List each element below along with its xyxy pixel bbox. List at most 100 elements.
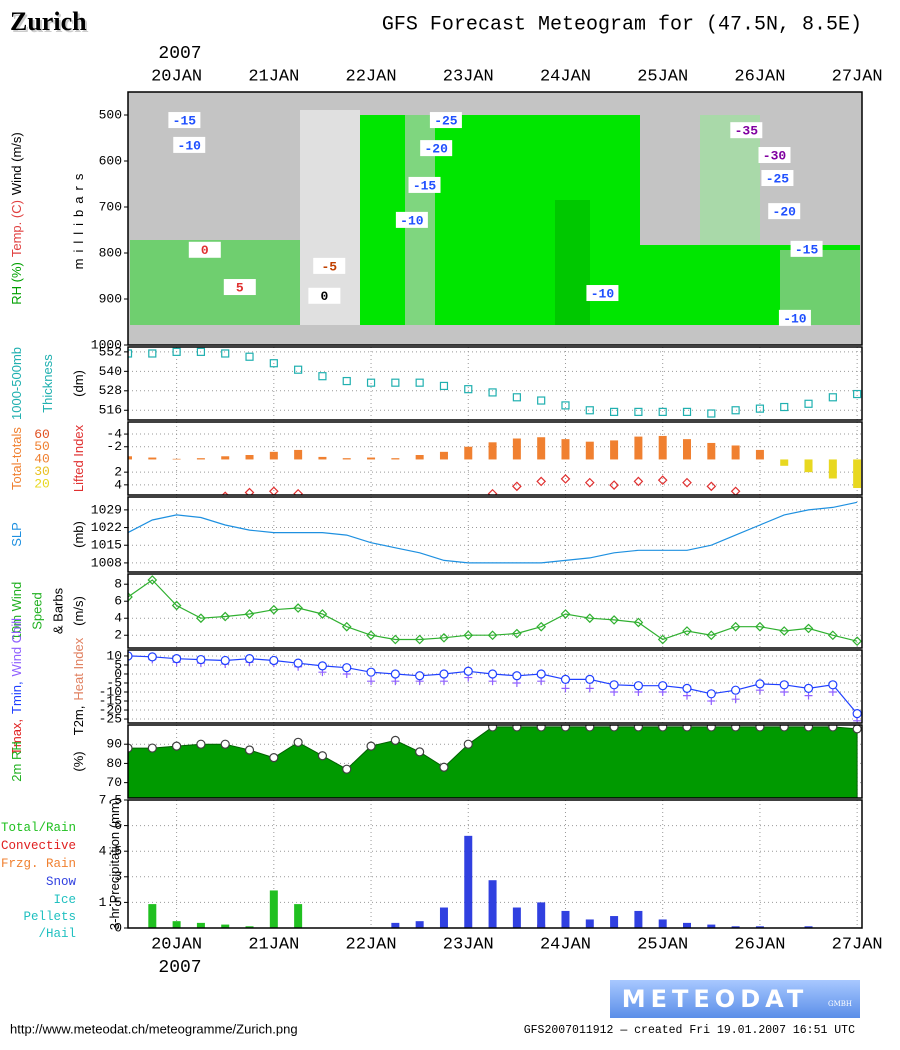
marker [780, 501, 788, 509]
panel-frame [127, 91, 863, 346]
y-tick-label: 3 [114, 869, 122, 884]
bar [196, 922, 205, 928]
plot-area [128, 575, 862, 647]
axis-label-part: 1000-500mb [9, 347, 24, 420]
marker [172, 654, 182, 664]
axis-label: (dm) [71, 370, 86, 397]
marker [731, 695, 740, 704]
marker [487, 630, 498, 641]
y-tick-label: -10 [99, 684, 122, 699]
axis-label: 2m RH [9, 741, 24, 781]
plot-area [128, 435, 862, 511]
marker [439, 669, 449, 679]
marker [391, 378, 400, 387]
marker [512, 393, 521, 402]
marker [657, 634, 668, 645]
y-tick-label: 6 [114, 594, 122, 609]
marker [244, 654, 255, 664]
y-tick-label: 1015 [91, 538, 122, 553]
plot-area [128, 501, 858, 564]
year-top: 2007 [158, 44, 201, 64]
marker [682, 477, 692, 488]
panel-frame [127, 799, 863, 929]
marker [512, 628, 522, 639]
marker [731, 725, 741, 732]
bar [245, 455, 254, 460]
marker [755, 404, 765, 413]
contour-label: -30 [763, 148, 787, 163]
axis-label: 10m Wind [9, 582, 24, 641]
marker [366, 667, 376, 677]
marker [633, 681, 643, 691]
marker [463, 666, 473, 676]
y2-tick-label: 30 [34, 464, 50, 479]
marker [828, 725, 838, 732]
x-tick-label: 20JAN [151, 935, 202, 954]
marker [853, 503, 861, 511]
axis-label-part: (dm) [71, 370, 86, 397]
contour-label-box [586, 285, 619, 302]
marker [439, 632, 449, 643]
marker [317, 661, 328, 671]
y-tick-label: -5 [106, 675, 122, 690]
bar [367, 457, 376, 460]
marker [221, 491, 229, 495]
axis-label-part: 10m Wind [9, 582, 24, 641]
legend-entry: Total/Rain [0, 821, 76, 835]
bar [658, 435, 667, 460]
marker [128, 592, 133, 602]
marker [244, 487, 255, 495]
axis-label-part: 3-hr Precipitation (mm) [107, 798, 122, 930]
marker [536, 621, 547, 632]
axis-label-part: (m/s) [71, 596, 86, 626]
marker [148, 349, 157, 358]
y-tick-label: 516 [99, 403, 122, 418]
logo-sub: GMBH [828, 1000, 852, 1008]
bar [128, 456, 132, 460]
bar [658, 919, 667, 928]
contour-label: -15 [173, 113, 197, 128]
marker [487, 669, 498, 679]
contour-label-box [408, 176, 441, 193]
legend-entry: Ice Pellets /Hail [23, 893, 76, 941]
marker [853, 389, 862, 399]
marker [196, 613, 206, 624]
axis-label-part: SLP [9, 522, 24, 547]
bar [755, 926, 764, 928]
marker [658, 725, 668, 732]
axis-label-part: Heat Index [71, 637, 86, 700]
marker [390, 634, 401, 645]
bar [415, 921, 424, 928]
marker [561, 684, 570, 693]
x-tick-label: 20JAN [151, 67, 202, 86]
marker [268, 486, 279, 495]
bar [269, 451, 278, 460]
x-tick-label: 21JAN [248, 935, 299, 954]
marker [366, 741, 376, 751]
contour-label: -15 [413, 178, 437, 193]
bar [610, 916, 619, 928]
marker [171, 600, 182, 611]
axis-label: Thickness [40, 354, 55, 413]
marker [852, 636, 862, 647]
contour-label-box [420, 140, 453, 157]
contour-label: -5 [321, 259, 337, 274]
marker [755, 679, 765, 689]
contour-label: -25 [766, 171, 790, 186]
marker [780, 402, 789, 412]
axis-label-part: Total-totals [9, 427, 24, 490]
marker [391, 500, 399, 508]
marker [342, 764, 352, 774]
y-tick-label: 540 [99, 364, 122, 379]
marker [633, 617, 644, 628]
marker [293, 658, 303, 668]
axis-label: & Barbs [51, 587, 66, 634]
y-tick-label: 70 [106, 775, 122, 790]
location-shadow: Zurich [12, 9, 89, 38]
marker [415, 378, 424, 387]
marker [512, 481, 522, 492]
plot-area [128, 347, 862, 418]
y-tick-label: 10 [106, 648, 122, 663]
contour-label-box [223, 279, 256, 296]
axis-label: 1000-500mb [9, 347, 24, 420]
